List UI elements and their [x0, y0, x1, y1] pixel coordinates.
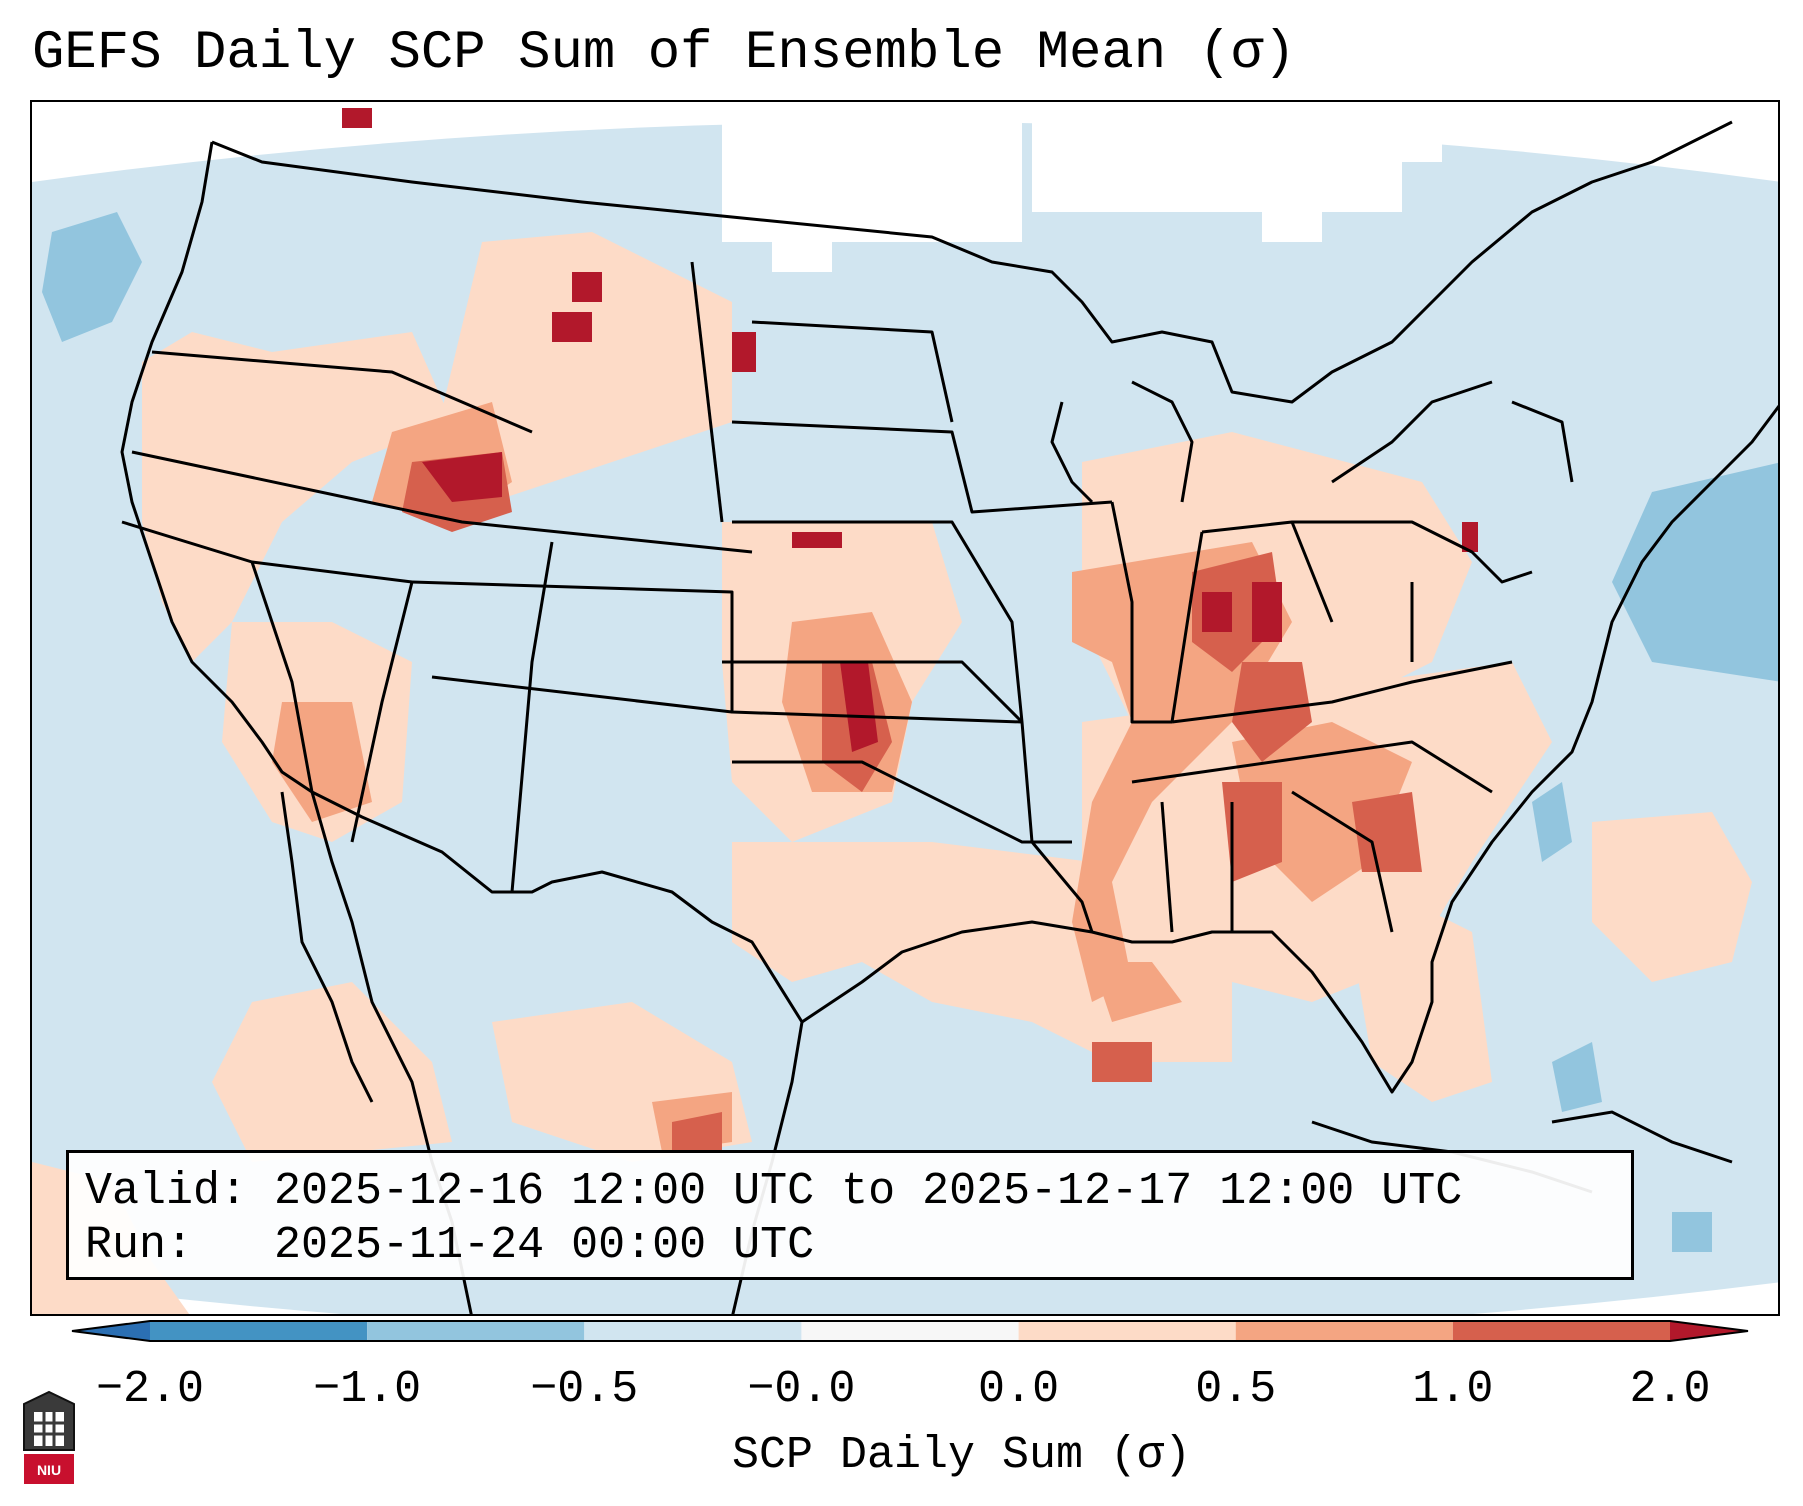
run-time: 2025-11-24 00:00 UTC: [274, 1220, 815, 1271]
colorbar-bin: [1235, 1321, 1453, 1341]
colorbar-tick-label: −2.0: [95, 1364, 205, 1415]
niu-logo: NIU: [20, 1390, 78, 1486]
state-borders: [120, 120, 1778, 1094]
colorbar-extend-low: [72, 1321, 150, 1341]
valid-label: Valid:: [85, 1166, 248, 1217]
map-title: GEFS Daily SCP Sum of Ensemble Mean (σ): [32, 23, 1296, 84]
colorbar: [71, 1320, 1749, 1342]
run-label: Run:: [85, 1220, 194, 1271]
map-canvas: [32, 102, 1778, 1314]
colorbar-tick-label: 0.5: [1195, 1364, 1277, 1415]
colorbar-tick-label: 2.0: [1629, 1364, 1711, 1415]
positive-extreme-regions: [342, 108, 1478, 752]
near-zero-patches: [722, 102, 1442, 272]
colorbar-bin: [367, 1321, 585, 1341]
colorbar-bin: [1452, 1321, 1670, 1341]
colorbar-tick-label: −0.5: [530, 1364, 639, 1415]
logo-text: NIU: [36, 1462, 62, 1478]
colorbar-tick-label: 1.0: [1412, 1364, 1494, 1415]
negative-anomaly-regions: [42, 212, 1778, 1252]
colorbar-label: SCP Daily Sum (σ): [731, 1430, 1192, 1481]
colorbar-tick-label: −0.0: [747, 1364, 856, 1415]
map-panel: [30, 100, 1780, 1316]
colorbar-bin: [1018, 1321, 1236, 1341]
colorbar-bin: [584, 1321, 802, 1341]
colorbar-bin: [801, 1321, 1019, 1341]
colorbar-bin: [150, 1321, 368, 1341]
colorbar-tick-label: −1.0: [313, 1364, 422, 1415]
colorbar-extend-high: [1670, 1321, 1748, 1341]
validity-info-box: Valid: 2025-12-16 12:00 UTC to 2025-12-1…: [66, 1150, 1634, 1280]
colorbar-tick-label: 0.0: [978, 1364, 1060, 1415]
valid-time: 2025-12-16 12:00 UTC to 2025-12-17 12:00…: [274, 1166, 1463, 1217]
